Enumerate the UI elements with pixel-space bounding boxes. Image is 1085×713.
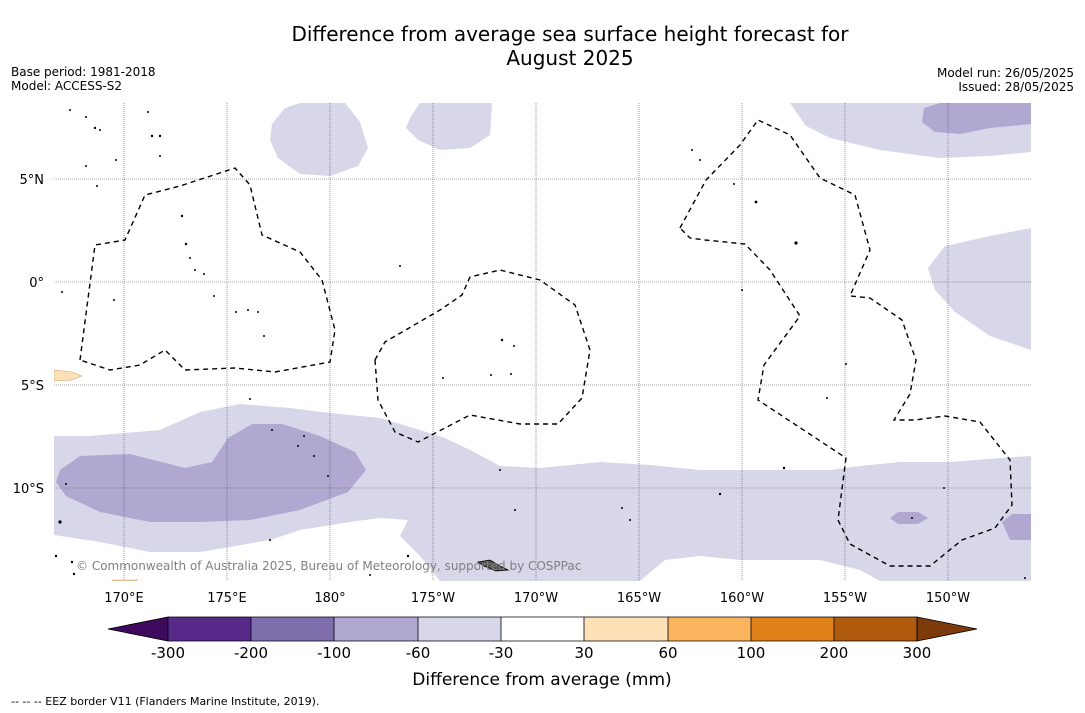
anomaly-region-north-2: [406, 103, 492, 150]
lat-label: 5°S: [21, 379, 44, 394]
legend-swatch: [168, 617, 251, 641]
lon-label: 170°E: [104, 591, 144, 606]
lat-label: 5°N: [20, 173, 45, 188]
model-name: Model: ACCESS-S2: [11, 79, 123, 93]
legend-tick: -30: [489, 644, 514, 662]
anomaly-region-north-1: [270, 103, 368, 176]
anomaly-region-positive: [54, 369, 83, 382]
lon-label: 155°W: [823, 591, 867, 606]
legend-tick: -200: [234, 644, 268, 662]
legend-swatch: [834, 617, 917, 641]
color-legend: -300 -200 -100 -60 -30 30 60 100 200 300…: [107, 616, 978, 690]
legend-tick: 30: [574, 644, 593, 662]
legend-tick: -60: [406, 644, 431, 662]
meta-right: Model run: 26/05/2025 Issued: 28/05/2025: [937, 66, 1074, 94]
map-area: © Commonwealth of Australia 2025, Bureau…: [54, 103, 1031, 581]
legend-tick: 100: [737, 644, 766, 662]
legend-arrow-left: [107, 616, 169, 642]
legend-swatch: [501, 617, 584, 641]
legend-tick: 200: [820, 644, 849, 662]
meta-left: Base period: 1981-2018 Model: ACCESS-S2: [11, 65, 156, 93]
base-period: Base period: 1981-2018: [11, 65, 156, 79]
copyright-text: © Commonwealth of Australia 2025, Bureau…: [76, 559, 581, 573]
lon-label: 170°W: [514, 591, 558, 606]
legend-arrow-right: [916, 616, 978, 642]
lon-label: 160°W: [720, 591, 764, 606]
legend-tick: 300: [903, 644, 932, 662]
anomaly-region-strong-edge: [1002, 514, 1031, 540]
eez-footnote: -- -- -- EEZ border V11 (Flanders Marine…: [11, 695, 320, 708]
island-edge: [111, 579, 139, 581]
issued-date: Issued: 28/05/2025: [958, 80, 1074, 94]
gridlines: [54, 103, 1031, 581]
legend-tick: -300: [151, 644, 185, 662]
anomaly-region-strong-south: [56, 424, 366, 522]
legend-swatch: [418, 617, 501, 641]
legend-swatch: [751, 617, 834, 641]
legend-swatch: [334, 617, 418, 641]
anomaly-region-east: [928, 228, 1031, 350]
lon-labels: 170°E 175°E 180° 175°W 170°W 165°W 160°W…: [104, 591, 970, 606]
legend-tick: 60: [658, 644, 677, 662]
title-line-2: August 2025: [506, 46, 634, 70]
legend-swatch: [668, 617, 751, 641]
lat-label: 0°: [29, 276, 44, 291]
lon-label: 180°: [314, 591, 345, 606]
legend-tick: -100: [317, 644, 351, 662]
legend-title: Difference from average (mm): [412, 670, 671, 690]
lon-label: 175°W: [411, 591, 455, 606]
island-samoa: [476, 559, 510, 572]
page-title: Difference from average sea surface heig…: [0, 22, 1085, 70]
lat-label: 10°S: [13, 482, 44, 497]
title-line-1: Difference from average sea surface heig…: [291, 22, 849, 46]
legend-swatch: [584, 617, 668, 641]
legend-swatch: [251, 617, 334, 641]
lat-labels: 5°N 0° 5°S 10°S: [13, 173, 44, 497]
legend-ticks: -300 -200 -100 -60 -30 30 60 100 200 300: [151, 644, 931, 662]
anomaly-region-strong-northeast: [922, 103, 1031, 134]
anomaly-region-strong-small: [890, 512, 928, 524]
eez-borders: [79, 119, 1013, 567]
lon-label: 175°E: [207, 591, 247, 606]
model-run: Model run: 26/05/2025: [936, 66, 1074, 80]
lon-label: 150°W: [926, 591, 970, 606]
lon-label: 165°W: [617, 591, 661, 606]
islands: [54, 109, 1026, 579]
